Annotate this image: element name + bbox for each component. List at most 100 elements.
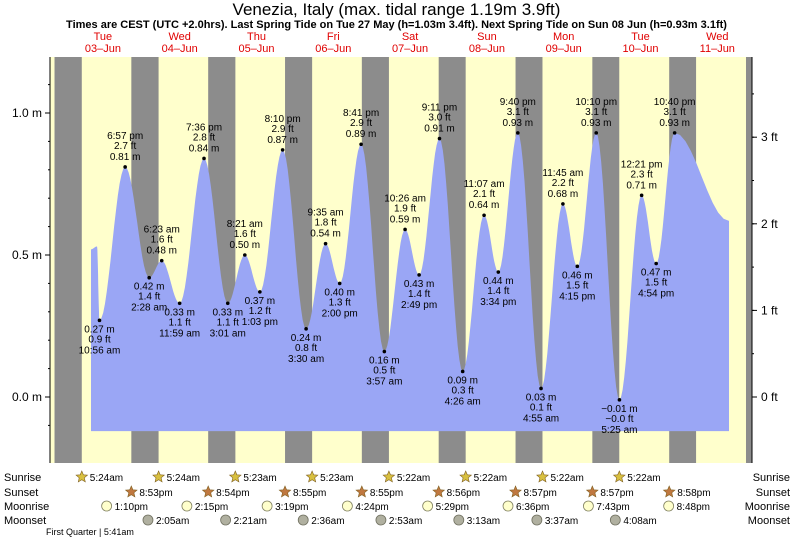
tide-time-label: 10:40 pm [654,97,696,108]
sunset-icon [124,485,138,498]
tide-point [177,301,182,306]
tide-height-ft-label: 1.4 ft [138,292,160,303]
tide-time-label: 4:15 pm [559,291,595,302]
tide-point [159,258,164,263]
moonset-time: 2:53am [389,516,422,527]
sunset-time: 8:57pm [524,488,557,499]
tide-height-ft-label: 1.8 ft [314,218,336,229]
tide-height-ft-label: 1.4 ft [408,289,430,300]
date-label: 09–Jun [546,43,582,55]
sunset-icon [355,485,369,498]
tide-time-label: 3:57 am [366,377,402,388]
tide-point [539,386,543,391]
tide-height-m-label: 0.40 m [324,287,355,298]
day-of-week-label: Sun [477,31,497,43]
sunrise-icon [228,470,242,483]
date-label: 11–Jun [700,43,735,55]
tide-height-m-label: 0.91 m [424,124,455,135]
tide-point [437,136,442,141]
row-label-right: Moonrise [745,501,790,513]
sunrise-icon [536,470,549,483]
tide-point [654,261,658,266]
tide-time-label: 3:34 pm [480,297,516,308]
tide-point [575,264,580,269]
sunset-icon [432,485,446,498]
tide-time-label: 8:41 pm [343,108,379,119]
tide-time-label: 11:07 am [464,179,505,190]
tide-height-m-label: 0.87 m [267,135,298,146]
y2-tick-label: 1 ft [761,303,778,317]
tide-point [304,327,308,331]
tide-height-ft-label: 3.0 ft [428,113,450,124]
sunset-icon [509,485,522,498]
sunset-time: 8:55pm [370,488,403,499]
tide-time-label: 6:57 pm [107,131,143,142]
tide-height-ft-label: 1.6 ft [151,235,173,246]
tide-time-label: 4:26 am [445,396,481,407]
tide-height-ft-label: 2.3 ft [630,169,652,180]
tide-point [147,275,151,280]
moonrise-time: 6:36pm [516,502,549,513]
moonset-icon [531,514,543,526]
tide-time-label: 10:26 am [384,193,426,204]
night-band [745,57,752,463]
tide-height-m-label: 0.33 m [212,307,243,318]
tide-time-label: 11:45 am [542,168,583,179]
tide-time-label: 7:36 pm [186,122,222,133]
sunrise-time: 5:22am [627,473,660,484]
tide-point [225,301,230,306]
sunrise-time: 5:23am [320,473,353,484]
tide-height-m-label: 0.81 m [110,152,141,163]
tide-height-ft-label: 3.1 ft [664,107,686,118]
tide-time-label: 2:49 pm [401,300,437,311]
day-of-week-label: Mon [553,31,574,43]
moonset-time: 3:37am [545,516,578,527]
y-axis-meters: 1.0 m 0.5 m 0.0 m [12,57,51,463]
tide-height-ft-label: 1.5 ft [566,280,588,291]
tide-height-m-label: 0.93 m [503,118,534,129]
moonrise-time: 2:15pm [195,502,228,513]
moonrise-icon [502,500,514,512]
row-label-left: Sunset [4,487,38,499]
tide-point [323,241,328,246]
y-axis-feet: 3 ft 2 ft 1 ft 0 ft [751,57,778,463]
tide-height-m-label: 0.48 m [146,246,177,257]
moonset-icon [220,514,232,526]
moonrise-icon [261,500,273,512]
moonset-time: 4:08am [623,516,656,527]
day-of-week-label: Wed [706,31,728,43]
sunrise-icon [459,470,473,483]
tide-point [417,273,421,277]
moonset-time: 2:36am [311,516,344,527]
day-of-week-label: Tue [631,31,650,43]
moonset-time: 2:05am [156,516,189,527]
tide-point [460,369,465,374]
tide-height-m-label: 0.09 m [447,375,478,386]
sunrise-icon [612,470,626,483]
tide-time-label: 9:35 am [307,208,343,219]
tide-time-label: 8:21 am [227,219,263,230]
tide-point [97,318,102,323]
sunrise-time: 5:24am [167,473,200,484]
tide-point [482,213,486,218]
moonrise-time: 3:19pm [275,502,308,513]
sunrise-icon [75,470,89,483]
tide-height-ft-label: 0.9 ft [88,334,110,345]
tide-time-label: 2:00 pm [322,308,358,319]
tide-height-m-label: 0.03 m [526,392,557,403]
tide-height-ft-label: 0.5 ft [373,366,395,377]
tide-height-m-label: 0.24 m [291,333,322,344]
moonrise-time: 1:10pm [115,502,148,513]
tide-height-m-label: 0.71 m [626,180,657,191]
row-label-left: Sunrise [4,472,41,484]
date-label: 08–Jun [469,43,505,55]
row-label-right: Sunrise [753,472,790,484]
day-labels: Tue03–JunWed04–JunThu05–JunFri06–JunSat0… [85,31,735,55]
chart-title: Venezia, Italy (max. tidal range 1.19m 3… [232,0,561,19]
sunset-time: 8:53pm [139,488,172,499]
y2-tick-label: 3 ft [761,130,778,144]
tide-height-ft-label: 1.5 ft [645,278,667,289]
moonrise-time: 8:48pm [677,502,710,513]
moonrise-icon [181,500,193,512]
